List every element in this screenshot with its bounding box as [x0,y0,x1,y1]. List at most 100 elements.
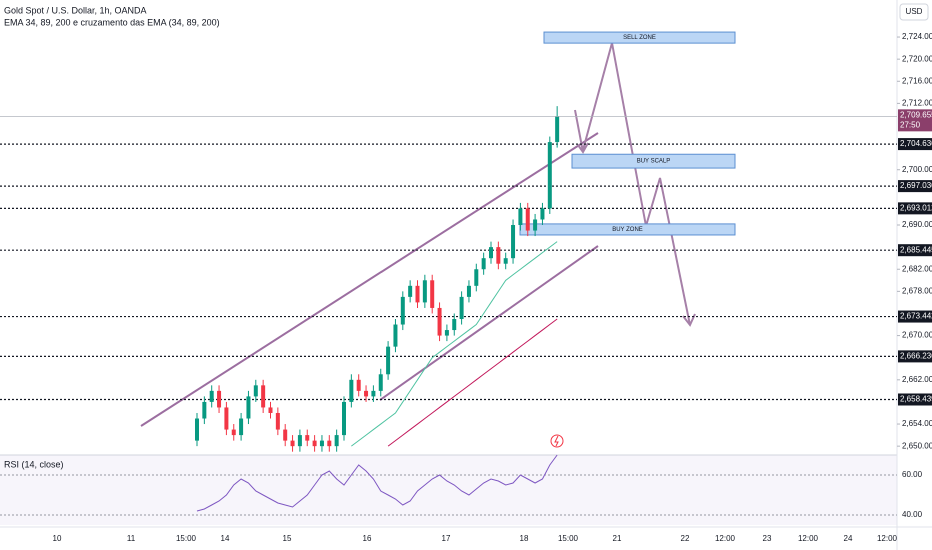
candle-body [342,401,346,436]
candle-body [393,324,398,347]
rsi-label: RSI (14, close) [4,459,64,469]
currency-box[interactable] [899,3,929,21]
zone [543,31,736,44]
candle-body [540,208,545,220]
price-level-label: 2,673.442 [900,312,932,321]
y-tick-label: 2,654.000 [902,419,932,428]
event-icon-bolt [554,435,559,447]
candle-body [297,435,302,447]
candle-body [290,440,295,447]
candle-body [474,269,479,286]
candle-body [246,396,251,419]
candle-body [437,307,442,336]
current-price-box [898,109,932,132]
y-tick-label: 2,712.000 [902,98,932,107]
rsi-tick-label: 60.00 [902,470,923,479]
candle-body [459,296,464,319]
y-tick-label: 2,716.000 [902,76,932,85]
y-tick-label: 2,650.000 [902,441,932,450]
arrow-head [682,313,696,327]
x-tick-label: 12:00 [715,534,736,543]
price-level-label: 2,697.036 [900,181,932,190]
candle-body [224,407,229,430]
candle-body [408,285,413,297]
arrow-head [577,142,589,154]
x-tick-label: 12:00 [877,534,898,543]
candle-body [555,116,560,143]
zone-label: BUY ZONE [612,227,643,233]
candle-body [195,418,199,441]
candle-body [386,346,391,375]
price-level-box [898,310,932,323]
zone [571,153,736,169]
x-tick-label: 17 [442,534,451,543]
x-tick-label: 22 [681,534,690,543]
candle-body [253,385,258,397]
price-level-label: 2,666.236 [900,352,932,361]
rsi-pane [0,455,897,525]
candle-body [533,219,538,231]
candle-body [268,407,273,413]
x-tick-label: 24 [844,534,853,543]
x-tick-label: 23 [763,534,772,543]
channel-lower [379,245,599,401]
price-level-box [898,393,932,406]
x-tick-label: 14 [221,534,230,543]
arrow-path [574,109,584,153]
price-level-label: 2,685.445 [900,245,932,254]
candle-body [356,379,361,391]
candle-body [202,401,207,419]
candle-body [275,412,280,430]
symbol-title: Gold Spot / U.S. Dollar, 1h, OANDA [4,5,147,15]
x-tick-label: 15:00 [176,534,197,543]
price-level-box [898,138,932,151]
countdown: 27:50 [900,120,921,129]
candle-body [334,435,339,447]
x-tick-label: 10 [53,534,62,543]
event-icon[interactable] [550,434,564,448]
candle-body [481,258,486,270]
candle-body [217,390,222,408]
ema-line [351,241,558,447]
current-price-label: 2,709.655 [900,110,932,119]
indicator-label: EMA 34, 89, 200 e cruzamento das EMA (34… [4,17,220,27]
candle-body [518,208,523,226]
candle-body [231,429,236,436]
ema-line [387,318,558,447]
candle-body [422,280,427,303]
candle-body [415,285,420,303]
y-tick-label: 2,678.000 [902,286,932,295]
candle-body [239,418,244,436]
x-tick-label: 21 [613,534,622,543]
candle-body [466,285,471,297]
candle-body [400,296,405,325]
candle-body [312,440,317,447]
y-tick-label: 2,690.000 [902,220,932,229]
candle-body [283,429,288,441]
candle-body [503,258,508,264]
candle-body [378,374,383,391]
rsi-tick-label: 40.00 [902,510,923,519]
price-level-label: 2,704.636 [900,139,932,148]
price-level-box [898,180,932,193]
currency: USD [906,7,923,16]
candle-body [489,247,493,259]
price-level-box [898,202,932,215]
candle-body [496,247,501,264]
candle-body [444,330,449,336]
x-tick-label: 15 [283,534,292,543]
price-level-label: 2,658.439 [900,395,932,404]
candle-body [319,440,324,447]
y-tick-label: 2,724.000 [902,32,932,41]
candle-body [261,385,266,408]
candle-body [327,440,332,447]
candle-body [349,379,354,402]
zone-label: BUY SCALP [637,159,671,165]
y-tick-label: 2,700.000 [902,165,932,174]
x-tick-label: 11 [127,534,136,543]
candle-body [511,225,516,259]
y-tick-label: 2,720.000 [902,54,932,63]
candle-body [364,390,369,397]
y-tick-label: 2,662.000 [902,375,932,384]
candle-body [305,435,310,441]
